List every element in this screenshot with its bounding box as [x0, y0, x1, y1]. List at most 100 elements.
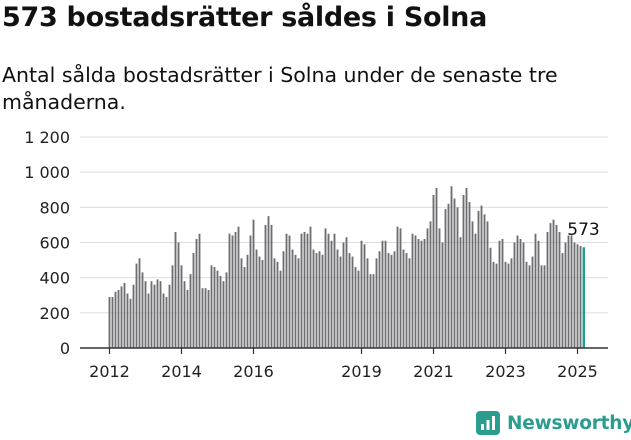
newsworthy-logo: Newsworthy	[476, 406, 631, 440]
x-tick-label: 2014	[161, 362, 202, 381]
bar	[366, 258, 369, 348]
bar	[309, 226, 312, 348]
bar	[303, 231, 306, 348]
x-tick-label: 2025	[557, 362, 598, 381]
bar	[501, 238, 504, 348]
bar	[216, 270, 219, 348]
bar	[270, 224, 273, 348]
bar	[486, 221, 489, 348]
bar	[438, 228, 441, 348]
bar	[231, 235, 234, 348]
bar	[264, 224, 267, 348]
bar	[360, 240, 363, 348]
bar	[138, 258, 141, 348]
bar	[426, 228, 429, 348]
bar	[228, 233, 231, 348]
bar	[312, 249, 315, 348]
bar	[519, 238, 522, 348]
bar	[219, 275, 222, 348]
bar	[318, 251, 321, 348]
bar	[153, 284, 156, 348]
bar	[180, 265, 183, 348]
bar	[564, 242, 567, 348]
bar	[516, 235, 519, 348]
bar	[249, 235, 252, 348]
bar	[162, 293, 165, 348]
bar	[183, 281, 186, 348]
bar	[297, 258, 300, 348]
bar	[324, 228, 327, 348]
bar	[561, 253, 564, 348]
y-tick-label: 1 000	[24, 163, 70, 182]
newsworthy-logo-icon	[476, 411, 500, 435]
bar-latest	[582, 247, 586, 348]
bar	[171, 265, 174, 348]
bar	[165, 297, 168, 348]
y-tick-label: 200	[39, 304, 70, 323]
bar	[225, 272, 228, 348]
x-tick-label: 2021	[413, 362, 454, 381]
bar	[258, 256, 261, 348]
chart-subtitle: Antal sålda bostadsrätter i Solna under …	[2, 63, 558, 114]
bar	[198, 233, 201, 348]
bar	[168, 284, 171, 348]
bar	[342, 242, 345, 348]
bar	[483, 214, 486, 348]
bar	[357, 270, 360, 348]
bar	[189, 274, 192, 348]
bar	[474, 233, 477, 348]
bar	[432, 195, 435, 348]
bar	[237, 226, 240, 348]
bar	[417, 238, 420, 348]
bar	[465, 187, 468, 348]
bar	[441, 242, 444, 348]
bar	[534, 233, 537, 348]
bar	[213, 267, 216, 348]
bar	[207, 289, 210, 348]
bar	[396, 226, 399, 348]
bar	[174, 231, 177, 348]
bar	[330, 240, 333, 348]
bar	[492, 261, 495, 348]
bar	[450, 186, 453, 348]
bar	[132, 284, 135, 348]
bar	[462, 195, 465, 348]
bar	[345, 237, 348, 348]
x-tick-label: 2019	[341, 362, 382, 381]
bar	[336, 249, 339, 348]
bar	[408, 258, 411, 348]
bar	[294, 254, 297, 348]
bar	[114, 291, 117, 348]
bar	[435, 187, 438, 348]
bar	[546, 231, 549, 348]
bar	[255, 249, 258, 348]
bar	[495, 263, 498, 348]
bar	[282, 251, 285, 348]
y-tick-label: 0	[60, 339, 70, 358]
bar	[201, 288, 204, 348]
x-tick-label: 2023	[485, 362, 526, 381]
bar	[291, 249, 294, 348]
bar	[126, 293, 129, 348]
bar-chart: 0 200 400 600 800 1 000 1 200 2012 2014 2016 2019 2…	[24, 128, 608, 381]
bar	[339, 256, 342, 348]
bar	[177, 242, 180, 348]
bar	[570, 235, 573, 348]
bar	[273, 258, 276, 348]
bar	[513, 242, 516, 348]
bar	[186, 289, 189, 348]
bar	[276, 261, 279, 348]
bar	[537, 240, 540, 348]
bar	[300, 233, 303, 348]
bar	[390, 254, 393, 348]
bar	[528, 265, 531, 348]
bar	[120, 286, 123, 348]
bar	[456, 207, 459, 348]
bar	[405, 253, 408, 348]
bar	[576, 244, 579, 348]
bar	[141, 272, 144, 348]
bar	[579, 246, 582, 348]
bar	[510, 258, 513, 348]
chart-title: 573 bostadsrätter såldes i Solna	[2, 2, 488, 33]
bar	[204, 288, 207, 348]
